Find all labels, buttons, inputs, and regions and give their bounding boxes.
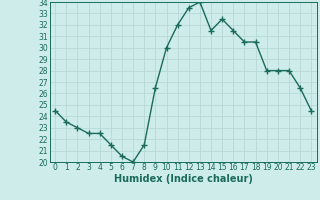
X-axis label: Humidex (Indice chaleur): Humidex (Indice chaleur) bbox=[114, 174, 252, 184]
